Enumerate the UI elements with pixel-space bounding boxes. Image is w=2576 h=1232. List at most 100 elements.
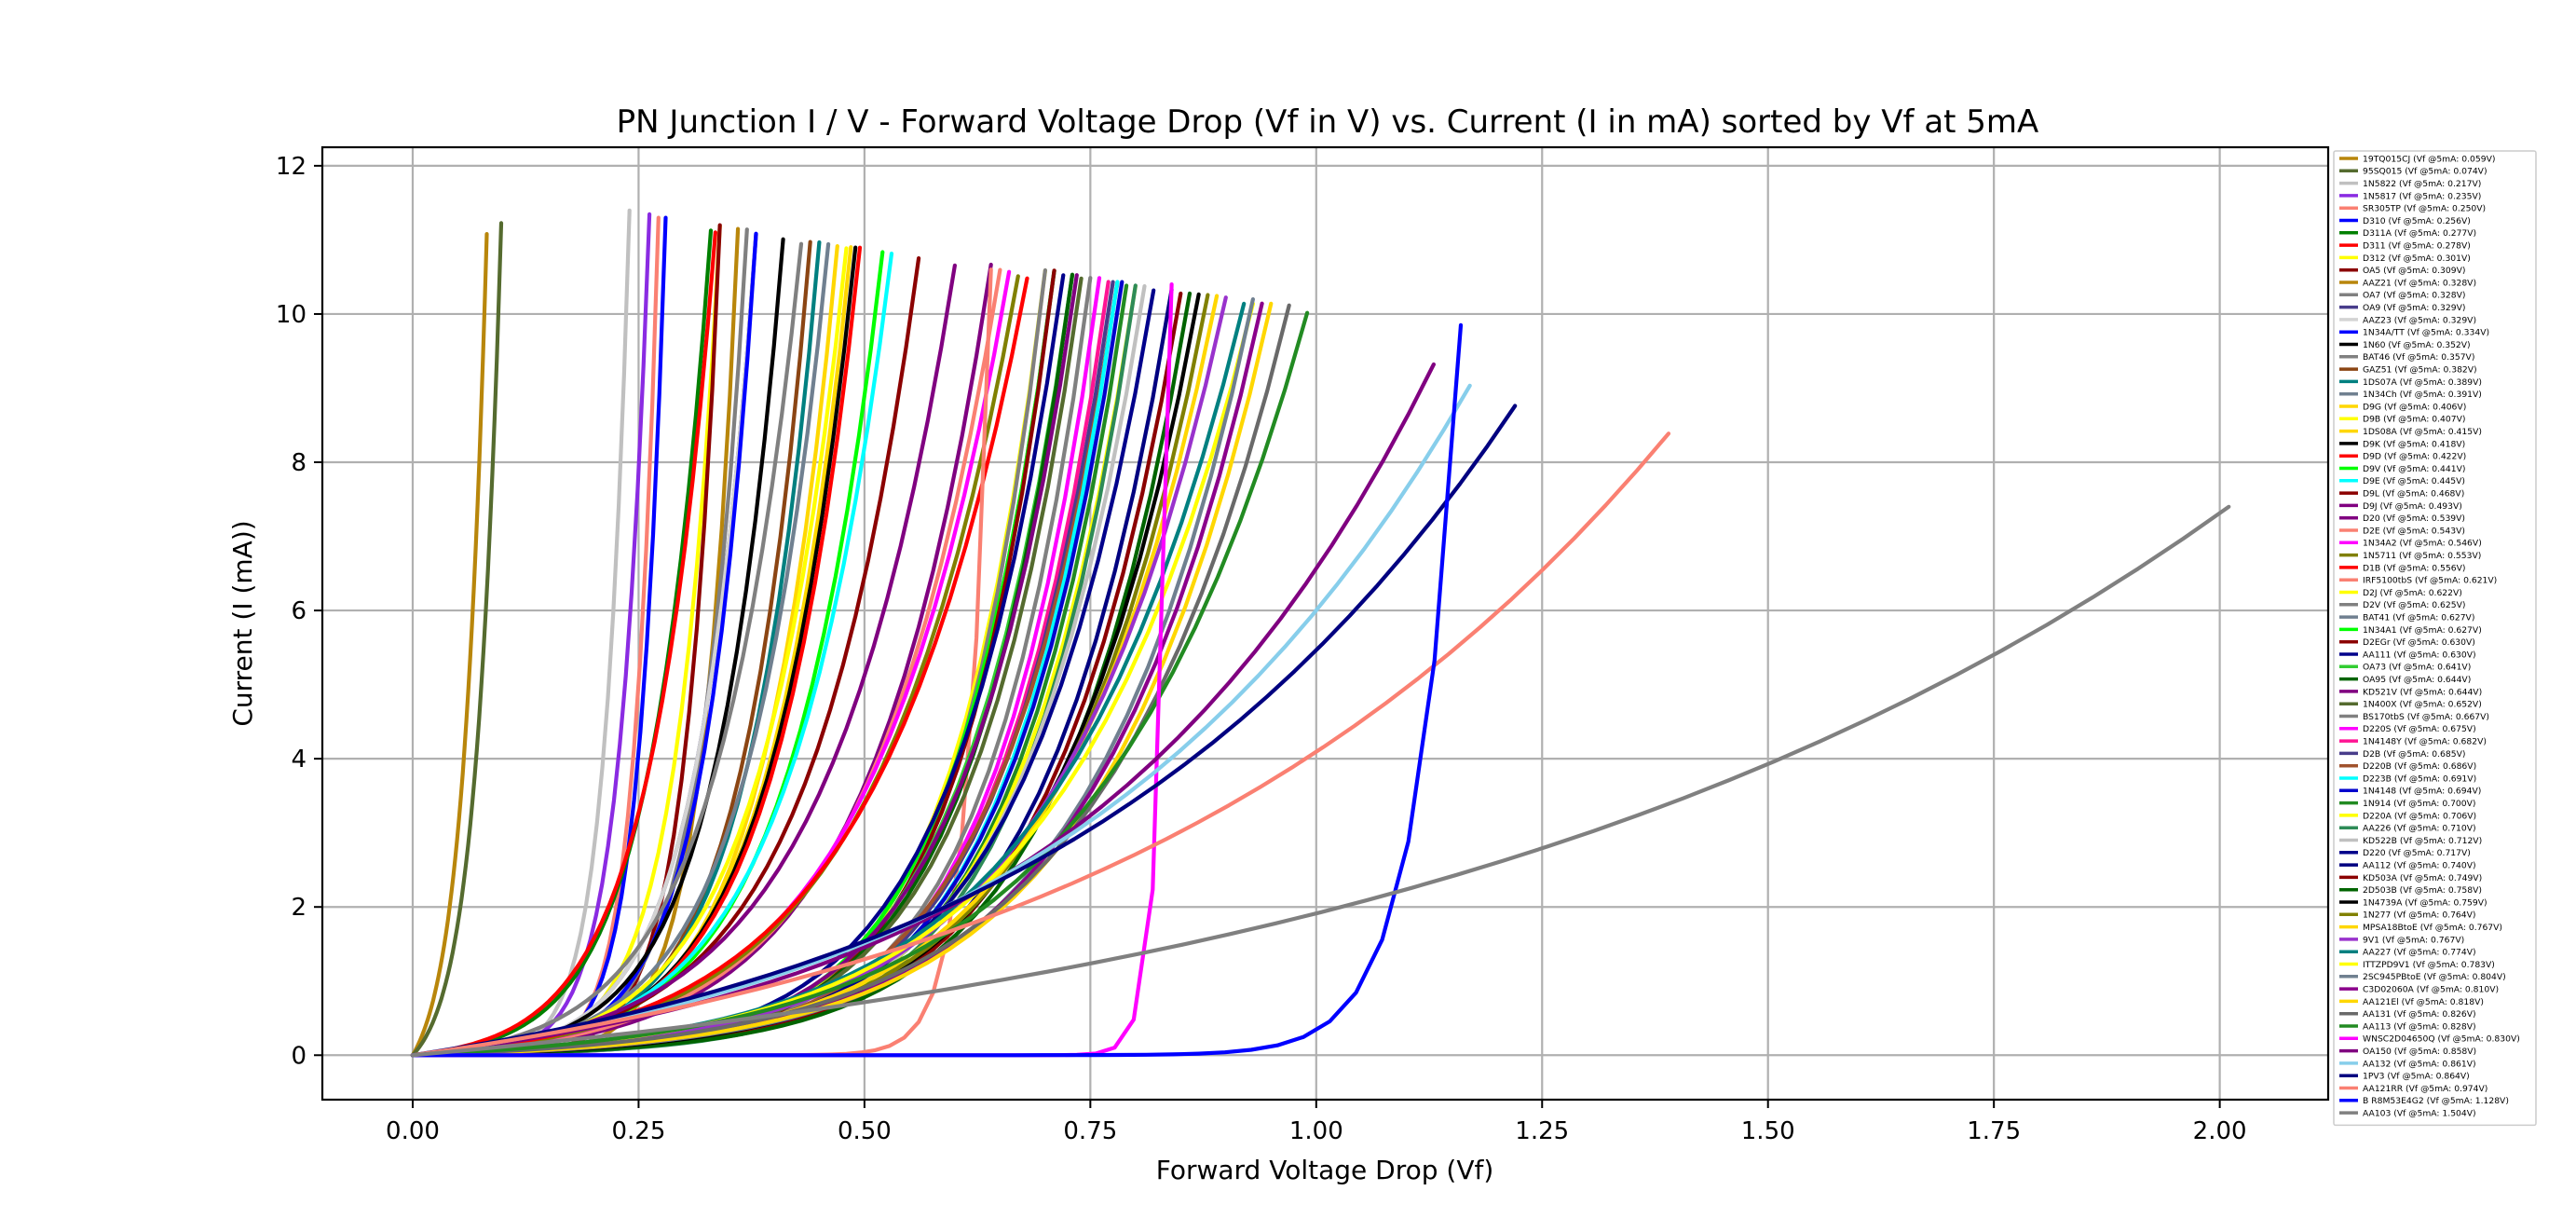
legend-box <box>2333 150 2537 1127</box>
legend-entry: D220 (Vf @5mA: 0.717V) <box>2363 848 2471 858</box>
legend-entry: SR305TP (Vf @5mA: 0.250V) <box>2363 204 2486 214</box>
legend-entry: 1N5822 (Vf @5mA: 0.217V) <box>2363 179 2481 189</box>
legend-entry: D310 (Vf @5mA: 0.256V) <box>2363 216 2471 226</box>
x-tick-label: 0.75 <box>1063 1117 1117 1145</box>
legend-entry: D9J (Vf @5mA: 0.493V) <box>2363 501 2462 512</box>
legend-entry: 1N4148 (Vf @5mA: 0.694V) <box>2363 787 2481 797</box>
legend-entry: 1DS07A (Vf @5mA: 0.389V) <box>2363 377 2482 388</box>
series-line-21 <box>410 246 849 1058</box>
legend-entry: AA113 (Vf @5mA: 0.828V) <box>2363 1021 2476 1032</box>
chart-title: PN Junction I / V - Forward Voltage Drop… <box>617 103 2039 141</box>
legend-entry: 1N914 (Vf @5mA: 0.700V) <box>2363 799 2476 809</box>
legend-entry: D2E (Vf @5mA: 0.543V) <box>2363 526 2465 536</box>
grid <box>322 147 2328 1100</box>
legend-entry: D311 (Vf @5mA: 0.278V) <box>2363 241 2471 252</box>
legend-entry: AA131 (Vf @5mA: 0.826V) <box>2363 1009 2476 1020</box>
legend-entry: 1N60 (Vf @5mA: 0.352V) <box>2363 340 2471 350</box>
legend-entry: D20 (Vf @5mA: 0.539V) <box>2363 513 2465 524</box>
legend-entry: GAZ51 (Vf @5mA: 0.382V) <box>2363 365 2477 376</box>
legend-entry: AA226 (Vf @5mA: 0.710V) <box>2363 824 2476 834</box>
legend-entry: 19TQ015CJ (Vf @5mA: 0.059V) <box>2363 154 2495 164</box>
legend-entry: D9E (Vf @5mA: 0.445V) <box>2363 476 2465 486</box>
legend-entry: BS170tbS (Vf @5mA: 0.667V) <box>2363 712 2489 722</box>
legend-entry: MPSA18BtoE (Vf @5mA: 0.767V) <box>2363 923 2502 933</box>
y-tick-label: 8 <box>291 449 307 477</box>
legend-entry: D9K (Vf @5mA: 0.418V) <box>2363 439 2465 449</box>
x-tick-label: 1.75 <box>1967 1117 2021 1145</box>
legend-entry: D2V (Vf @5mA: 0.625V) <box>2363 600 2465 610</box>
y-tick-label: 0 <box>291 1042 307 1070</box>
legend-entry: AA227 (Vf @5mA: 0.774V) <box>2363 948 2476 958</box>
legend-entry: KD521V (Vf @5mA: 0.644V) <box>2363 687 2482 697</box>
y-tick-label: 4 <box>291 746 307 773</box>
legend-entry: 9V1 (Vf @5mA: 0.767V) <box>2363 935 2464 945</box>
x-tick-label: 0.50 <box>838 1117 892 1145</box>
legend-entry: D311A (Vf @5mA: 0.277V) <box>2363 228 2476 239</box>
series-line-1 <box>410 221 504 1058</box>
legend-entry: OA150 (Vf @5mA: 0.858V) <box>2363 1047 2476 1057</box>
legend-entry: AA121RR (Vf @5mA: 0.974V) <box>2363 1084 2487 1094</box>
legend-entry: 1PV3 (Vf @5mA: 0.864V) <box>2363 1072 2470 1082</box>
legend-entry: 1N277 (Vf @5mA: 0.764V) <box>2363 910 2476 921</box>
y-tick-label: 2 <box>291 894 307 922</box>
legend-entry: D9L (Vf @5mA: 0.468V) <box>2363 489 2464 500</box>
legend-entry: AA103 (Vf @5mA: 1.504V) <box>2363 1109 2476 1119</box>
series-line-76 <box>410 322 1464 1058</box>
legend-entry: AA111 (Vf @5mA: 0.630V) <box>2363 650 2476 660</box>
y-axis-label: Current (I (mA)) <box>227 520 258 726</box>
x-tick-label: 0.00 <box>386 1117 440 1145</box>
x-tick-label: 1.00 <box>1289 1117 1343 1145</box>
legend-entry: D9G (Vf @5mA: 0.406V) <box>2363 402 2466 412</box>
legend-entry: AA132 (Vf @5mA: 0.861V) <box>2363 1059 2476 1069</box>
legend-entry: D220S (Vf @5mA: 0.675V) <box>2363 724 2476 734</box>
series-line-75 <box>410 431 1671 1058</box>
legend-entry: 1N4739A (Vf @5mA: 0.759V) <box>2363 897 2487 908</box>
x-tick-label: 0.25 <box>611 1117 665 1145</box>
legend-entry: 1N34A1 (Vf @5mA: 0.627V) <box>2363 625 2482 636</box>
legend-entry: AA112 (Vf @5mA: 0.740V) <box>2363 861 2476 871</box>
legend-entry: KD522B (Vf @5mA: 0.712V) <box>2363 836 2482 846</box>
legend-entry: OA9 (Vf @5mA: 0.329V) <box>2363 303 2465 313</box>
legend-entry: BAT41 (Vf @5mA: 0.627V) <box>2363 613 2474 623</box>
plot-frame <box>320 145 2330 1102</box>
legend-entry: OA95 (Vf @5mA: 0.644V) <box>2363 675 2471 685</box>
legend-entry: D1B (Vf @5mA: 0.556V) <box>2363 563 2465 573</box>
x-tick-label: 1.25 <box>1515 1117 1569 1145</box>
legend-entry: OA5 (Vf @5mA: 0.309V) <box>2363 266 2465 276</box>
legend-entry: D220A (Vf @5mA: 0.706V) <box>2363 811 2476 821</box>
legend-entry: 2SC945PBtoE (Vf @5mA: 0.804V) <box>2363 972 2506 982</box>
legend-entry: AA121El (Vf @5mA: 0.818V) <box>2363 997 2484 1007</box>
x-axis-label: Forward Voltage Drop (Vf) <box>1156 1155 1494 1185</box>
legend-entry: D9V (Vf @5mA: 0.441V) <box>2363 464 2465 474</box>
legend-entry: C3D02060A (Vf @5mA: 0.810V) <box>2363 985 2499 995</box>
legend: 19TQ015CJ (Vf @5mA: 0.059V) 95SQ015 (Vf @… <box>2333 150 2537 1127</box>
legend-entry: 1N34A2 (Vf @5mA: 0.546V) <box>2363 539 2482 549</box>
series-line-27 <box>410 256 921 1058</box>
y-tick-label: 12 <box>276 153 307 181</box>
legend-entry: AAZ21 (Vf @5mA: 0.328V) <box>2363 278 2476 288</box>
legend-entry: 2D503B (Vf @5mA: 0.758V) <box>2363 885 2482 896</box>
legend-entry: D2B (Vf @5mA: 0.685V) <box>2363 749 2465 760</box>
legend-entry: D9D (Vf @5mA: 0.422V) <box>2363 452 2466 462</box>
x-tick-label: 2.00 <box>2193 1117 2247 1145</box>
legend-entry: BAT46 (Vf @5mA: 0.357V) <box>2363 352 2474 363</box>
series-line-4 <box>410 215 661 1058</box>
legend-entry: 1N4148Y (Vf @5mA: 0.682V) <box>2363 737 2487 747</box>
legend-entry: ITTZPD9V1 (Vf @5mA: 0.783V) <box>2363 960 2495 970</box>
x-tick-label: 1.50 <box>1741 1117 1795 1145</box>
legend-entry: 1N34Ch (Vf @5mA: 0.391V) <box>2363 390 2482 400</box>
y-tick-label: 10 <box>276 301 307 329</box>
legend-entry: 95SQ015 (Vf @5mA: 0.074V) <box>2363 167 2487 177</box>
legend-entry: IRF5100tbS (Vf @5mA: 0.621V) <box>2363 576 2497 586</box>
series-layer <box>410 208 2231 1058</box>
legend-entry: D9B (Vf @5mA: 0.407V) <box>2363 415 2465 425</box>
legend-entry: D220B (Vf @5mA: 0.686V) <box>2363 761 2476 772</box>
legend-entry: D2EGr (Vf @5mA: 0.630V) <box>2363 637 2475 648</box>
legend-entry: AAZ23 (Vf @5mA: 0.329V) <box>2363 315 2476 325</box>
y-tick-label: 6 <box>291 597 307 625</box>
legend-entry: OA73 (Vf @5mA: 0.641V) <box>2363 663 2471 673</box>
legend-entry: 1N5711 (Vf @5mA: 0.553V) <box>2363 551 2481 561</box>
series-line-77 <box>410 504 2231 1058</box>
legend-entry: D223B (Vf @5mA: 0.691V) <box>2363 773 2476 784</box>
